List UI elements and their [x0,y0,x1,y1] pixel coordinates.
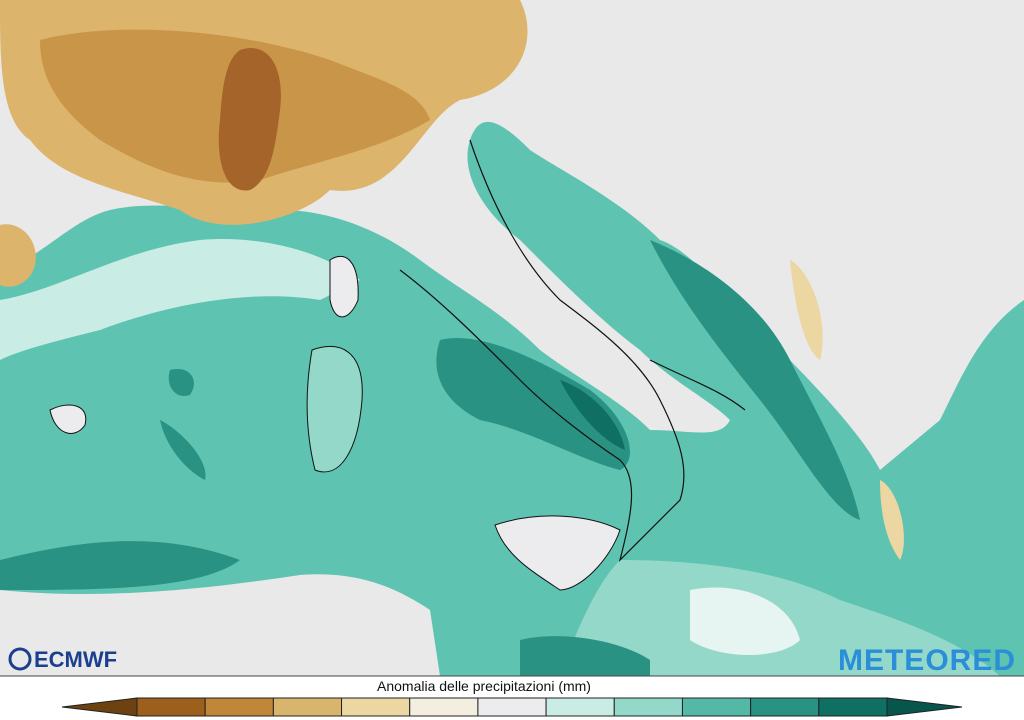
colorbar-segment [409,697,479,717]
dry-anomaly [0,224,36,287]
dry-anomaly-strong [218,48,281,191]
coastline [399,139,685,562]
sea-anomaly-light [690,587,800,655]
colorbar-segment [204,697,274,717]
wet-anomaly [436,338,630,470]
wet-anomaly [160,369,206,480]
colorbar-segment [477,697,547,717]
island-sardinia [306,346,363,473]
colorbar-segment [750,697,820,717]
coastline [649,359,746,411]
ecmwf-logo: ECMWF [8,647,117,672]
sea-anomaly-light [0,239,360,360]
legend-title: Anomalia delle precipitazioni (mm) [377,678,591,694]
dry-anomaly [790,260,823,360]
colorbar-segment [545,697,615,717]
wet-anomaly-strong [560,380,625,450]
island-corsica [329,255,359,318]
colorbar-segment [136,697,206,717]
colorbar-segment [818,697,888,717]
colorbar-end [886,697,963,717]
dry-anomaly [880,480,904,560]
island-baleari [49,404,87,434]
colorbar [61,697,963,717]
island-sicily [494,515,621,591]
colorbar-segment [341,697,411,717]
wet-anomaly [650,240,860,520]
logo-ecmwf: ECMWF [34,647,117,672]
colorbar-segment [613,697,683,717]
colorbar-segment [272,697,343,717]
wet-anomaly [520,636,650,676]
logo-meteored: METEORED [838,644,1016,677]
land-south [0,574,440,676]
logo-icon [8,647,32,671]
wet-anomaly [0,541,240,590]
colorbar-segment [681,697,752,717]
